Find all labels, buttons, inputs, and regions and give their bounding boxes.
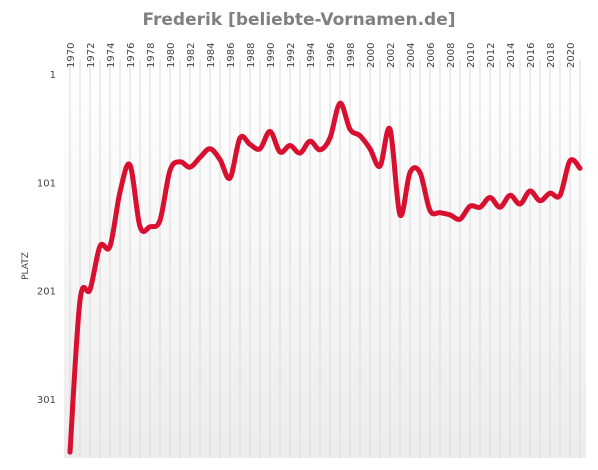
- x-axis-ticks: 1970 1972 1974 1976 1978 1980 1982 1984 1986 1988…: [66, 43, 577, 68]
- y-tick-label: 101: [37, 178, 56, 189]
- y-tick-label: 301: [37, 395, 56, 406]
- x-tick-label: 2020: [566, 43, 577, 68]
- x-tick-label: 2008: [446, 43, 457, 68]
- vertical-gridlines: [69, 60, 581, 458]
- x-tick-label: 1970: [66, 43, 77, 68]
- series-group: [67, 100, 583, 455]
- x-tick-label: 2010: [466, 43, 477, 68]
- x-tick-label: 2006: [426, 43, 437, 68]
- y-axis-label: PLATZ: [21, 252, 31, 280]
- x-tick-label: 1980: [166, 43, 177, 68]
- x-tick-label: 1972: [86, 43, 97, 68]
- x-tick-label: 1992: [286, 43, 297, 68]
- x-tick-label: 2004: [406, 43, 417, 68]
- x-tick-label: 1984: [206, 43, 217, 68]
- y-tick-label: 1: [50, 70, 56, 81]
- x-tick-label: 1974: [106, 43, 117, 68]
- x-tick-label: 2002: [386, 43, 397, 68]
- x-tick-label: 1996: [326, 43, 337, 68]
- y-axis-ticks: 1 101 201 301: [37, 70, 56, 406]
- x-tick-label: 2000: [366, 43, 377, 68]
- series-line: [67, 100, 583, 455]
- x-tick-label: 2018: [546, 43, 557, 68]
- x-tick-label: 1990: [266, 43, 277, 68]
- x-tick-label: 1978: [146, 43, 157, 68]
- chart-title: Frederik [beliebte-Vornamen.de]: [142, 10, 455, 30]
- x-tick-label: 1994: [306, 43, 317, 68]
- plot-background: [64, 74, 586, 458]
- x-tick-label: 2012: [486, 43, 497, 68]
- x-tick-label: 1982: [186, 43, 197, 68]
- x-tick-label: 2014: [506, 43, 517, 68]
- y-tick-label: 201: [37, 287, 56, 298]
- x-tick-label: 2016: [526, 43, 537, 68]
- x-tick-label: 1976: [126, 43, 137, 68]
- x-tick-label: 1998: [346, 43, 357, 68]
- x-tick-label: 1986: [226, 43, 237, 68]
- x-tick-label: 1988: [246, 43, 257, 68]
